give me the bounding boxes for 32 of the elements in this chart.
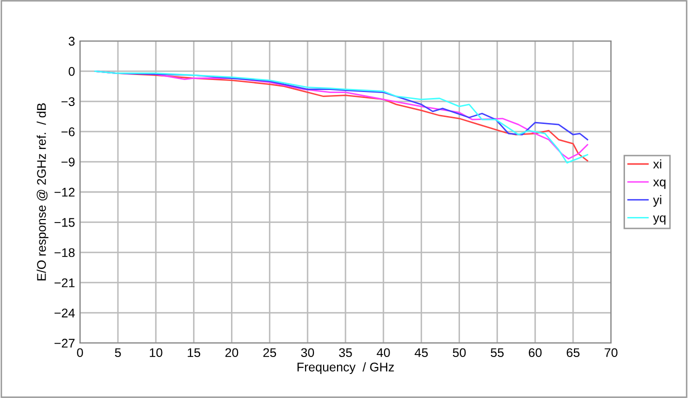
y-tick-label: −24 bbox=[54, 308, 75, 318]
legend-label: yi bbox=[653, 195, 662, 207]
legend-label: xi bbox=[653, 159, 662, 168]
x-tick-label: 10 bbox=[150, 348, 162, 358]
y-tick-label: −15 bbox=[54, 218, 75, 227]
y-tick-label: −6 bbox=[62, 127, 75, 136]
y-tick-label: −12 bbox=[54, 188, 75, 197]
y-tick-label: 0 bbox=[68, 67, 75, 76]
x-tick-label: 25 bbox=[263, 348, 276, 358]
x-tick-label: 15 bbox=[188, 348, 200, 358]
x-tick-label: 0 bbox=[77, 348, 83, 358]
x-tick-label: 70 bbox=[604, 348, 618, 358]
y-axis-title: E/O response @ 2GHz ref. / dB bbox=[36, 103, 48, 280]
y-tick-label: −18 bbox=[54, 248, 75, 258]
x-tick-label: 55 bbox=[490, 348, 504, 358]
x-tick-label: 20 bbox=[225, 348, 238, 358]
y-tick-label: −27 bbox=[54, 338, 75, 348]
x-tick-label: 65 bbox=[566, 348, 580, 358]
x-tick-label: 50 bbox=[452, 348, 466, 358]
y-tick-label: 3 bbox=[68, 36, 75, 46]
x-tick-label: 35 bbox=[339, 348, 352, 358]
x-tick-label: 60 bbox=[528, 348, 542, 358]
y-tick-label: −9 bbox=[62, 158, 75, 166]
x-tick-label: 45 bbox=[414, 348, 428, 358]
x-tick-label: 5 bbox=[114, 348, 121, 358]
y-tick-label: −3 bbox=[62, 97, 75, 106]
x-axis-title: Frequency / GHz bbox=[298, 362, 394, 374]
legend-label: xq bbox=[653, 180, 666, 189]
y-tick-label: −21 bbox=[54, 278, 75, 288]
x-tick-label: 30 bbox=[301, 348, 314, 358]
x-tick-label: 40 bbox=[376, 348, 390, 358]
legend-label: yq bbox=[653, 215, 666, 225]
